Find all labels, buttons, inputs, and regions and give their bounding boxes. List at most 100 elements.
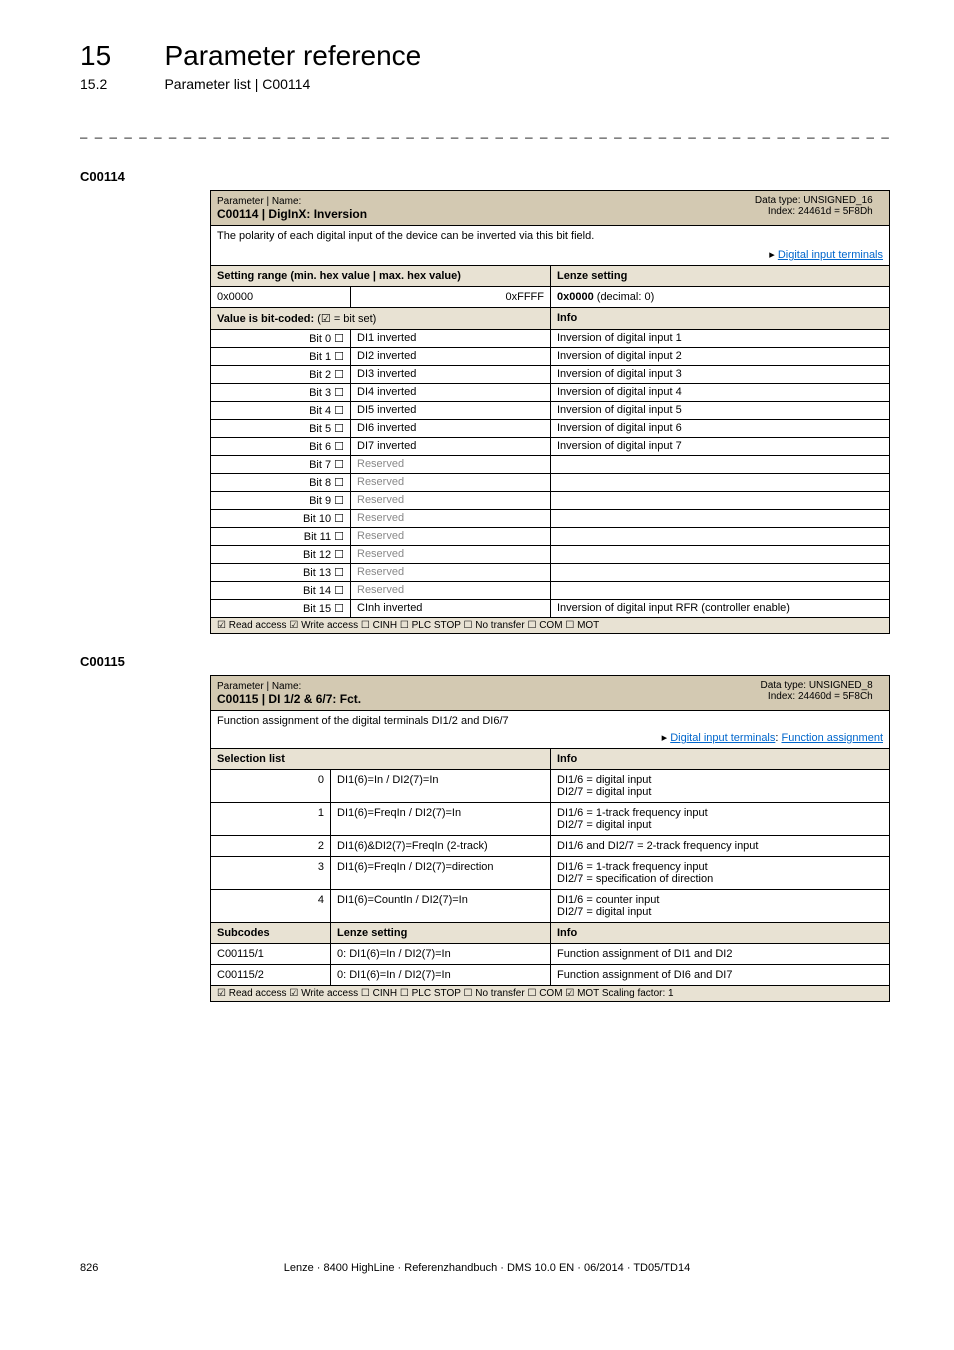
bit-name: CInh inverted — [351, 600, 551, 618]
bit-name: Reserved — [351, 474, 551, 492]
link-digital-input-terminals[interactable]: Digital input terminals — [670, 732, 775, 744]
bit-label: Bit 8 ☐ — [211, 474, 351, 492]
link-arrow-icon: ▸ — [662, 732, 668, 744]
param-name: C00114 | DigInX: Inversion — [217, 207, 367, 221]
bit-info: Inversion of digital input 3 — [551, 366, 890, 384]
table-c00115: Parameter | Name: C00115 | DI 1/2 & 6/7:… — [210, 675, 890, 1002]
bit-name: Reserved — [351, 492, 551, 510]
bit-info — [551, 474, 890, 492]
bit-info — [551, 456, 890, 474]
selection-info: DI1/6 = digital inputDI2/7 = digital inp… — [551, 770, 890, 803]
bit-name: Reserved — [351, 510, 551, 528]
info-label: Info — [557, 927, 577, 939]
setting-range-label: Setting range (min. hex value | max. hex… — [217, 270, 461, 282]
bit-label: Bit 3 ☐ — [211, 384, 351, 402]
param-code-c00114: C00114 — [80, 169, 894, 184]
bit-label: Bit 10 ☐ — [211, 510, 351, 528]
selection-list-label: Selection list — [217, 753, 285, 765]
datatype: Data type: UNSIGNED_8 — [760, 680, 872, 691]
bit-info: Inversion of digital input 1 — [551, 330, 890, 348]
bit-info — [551, 582, 890, 600]
bit-name: Reserved — [351, 564, 551, 582]
bit-name: Reserved — [351, 528, 551, 546]
range-min: 0x0000 — [211, 287, 351, 308]
bitcoded-label: Value is bit-coded: — [217, 313, 314, 325]
link-digital-input-terminals[interactable]: Digital input terminals — [778, 249, 883, 261]
chapter-number: 15 — [80, 40, 160, 72]
bit-info: Inversion of digital input 7 — [551, 438, 890, 456]
subcode-setting: 0: DI1(6)=In / DI2(7)=In — [331, 965, 551, 986]
range-max: 0xFFFF — [351, 287, 551, 308]
bit-info: Inversion of digital input 6 — [551, 420, 890, 438]
access-footer: ☑ Read access ☑ Write access ☐ CINH ☐ PL… — [211, 618, 890, 634]
selection-text: DI1(6)=FreqIn / DI2(7)=In — [331, 803, 551, 836]
selection-text: DI1(6)=FreqIn / DI2(7)=direction — [331, 857, 551, 890]
param-code-c00115: C00115 — [80, 654, 894, 669]
bit-info: Inversion of digital input 5 — [551, 402, 890, 420]
bit-name: DI2 inverted — [351, 348, 551, 366]
bit-info — [551, 546, 890, 564]
table-c00114: Parameter | Name: C00114 | DigInX: Inver… — [210, 190, 890, 634]
bit-label: Bit 12 ☐ — [211, 546, 351, 564]
selection-info: DI1/6 = counter inputDI2/7 = digital inp… — [551, 890, 890, 923]
selection-info: DI1/6 = 1-track frequency inputDI2/7 = d… — [551, 803, 890, 836]
bit-name: DI1 inverted — [351, 330, 551, 348]
bit-info: Inversion of digital input 4 — [551, 384, 890, 402]
subcode: C00115/1 — [211, 944, 331, 965]
selection-index: 3 — [211, 857, 331, 890]
subcode-setting: 0: DI1(6)=In / DI2(7)=In — [331, 944, 551, 965]
chapter-title: Parameter reference — [164, 40, 421, 72]
bit-info: Inversion of digital input RFR (controll… — [551, 600, 890, 618]
bit-name: Reserved — [351, 546, 551, 564]
selection-index: 1 — [211, 803, 331, 836]
selection-index: 4 — [211, 890, 331, 923]
name-label: Parameter | Name: — [217, 196, 301, 207]
bit-info: Inversion of digital input 2 — [551, 348, 890, 366]
info-label: Info — [557, 312, 577, 324]
bit-label: Bit 2 ☐ — [211, 366, 351, 384]
link-arrow-icon: ▸ — [769, 249, 775, 261]
selection-info: DI1/6 = 1-track frequency inputDI2/7 = s… — [551, 857, 890, 890]
lenze-setting-value: 0x0000 — [557, 291, 594, 303]
link-function-assignment[interactable]: Function assignment — [782, 732, 884, 744]
bit-info — [551, 492, 890, 510]
selection-text: DI1(6)=CountIn / DI2(7)=In — [331, 890, 551, 923]
bit-label: Bit 7 ☐ — [211, 456, 351, 474]
info-label: Info — [557, 753, 577, 765]
bitset-label: (☑ = bit set) — [317, 313, 376, 325]
name-label: Parameter | Name: — [217, 681, 301, 692]
bit-label: Bit 15 ☐ — [211, 600, 351, 618]
index: Index: 24460d = 5F8Ch — [768, 691, 873, 702]
bit-label: Bit 14 ☐ — [211, 582, 351, 600]
section-number: 15.2 — [80, 76, 160, 92]
subcode-info: Function assignment of DI6 and DI7 — [551, 965, 890, 986]
bit-name: DI6 inverted — [351, 420, 551, 438]
page-footer: 826 Lenze · 8400 HighLine · Referenzhand… — [80, 1262, 894, 1274]
section-title: Parameter list | C00114 — [164, 76, 310, 92]
bit-info — [551, 528, 890, 546]
subcode: C00115/2 — [211, 965, 331, 986]
access-footer: ☑ Read access ☑ Write access ☐ CINH ☐ PL… — [211, 986, 890, 1002]
footer-text: Lenze · 8400 HighLine · Referenzhandbuch… — [80, 1262, 894, 1274]
bit-label: Bit 5 ☐ — [211, 420, 351, 438]
param-description: The polarity of each digital input of th… — [217, 230, 883, 242]
lenze-setting-label: Lenze setting — [337, 927, 407, 939]
lenze-setting-label: Lenze setting — [557, 270, 627, 282]
bit-name: Reserved — [351, 582, 551, 600]
param-name: C00115 | DI 1/2 & 6/7: Fct. — [217, 692, 361, 706]
bit-name: DI7 inverted — [351, 438, 551, 456]
selection-index: 2 — [211, 836, 331, 857]
selection-text: DI1(6)&DI2(7)=FreqIn (2-track) — [331, 836, 551, 857]
selection-info: DI1/6 and DI2/7 = 2-track frequency inpu… — [551, 836, 890, 857]
footer-page-number: 826 — [80, 1262, 98, 1274]
page-header: 15 Parameter reference 15.2 Parameter li… — [80, 40, 894, 94]
index: Index: 24461d = 5F8Dh — [768, 206, 873, 217]
bit-label: Bit 11 ☐ — [211, 528, 351, 546]
bit-label: Bit 0 ☐ — [211, 330, 351, 348]
bit-label: Bit 1 ☐ — [211, 348, 351, 366]
bit-label: Bit 13 ☐ — [211, 564, 351, 582]
selection-text: DI1(6)=In / DI2(7)=In — [331, 770, 551, 803]
bit-info — [551, 564, 890, 582]
bit-name: DI5 inverted — [351, 402, 551, 420]
bit-label: Bit 4 ☐ — [211, 402, 351, 420]
